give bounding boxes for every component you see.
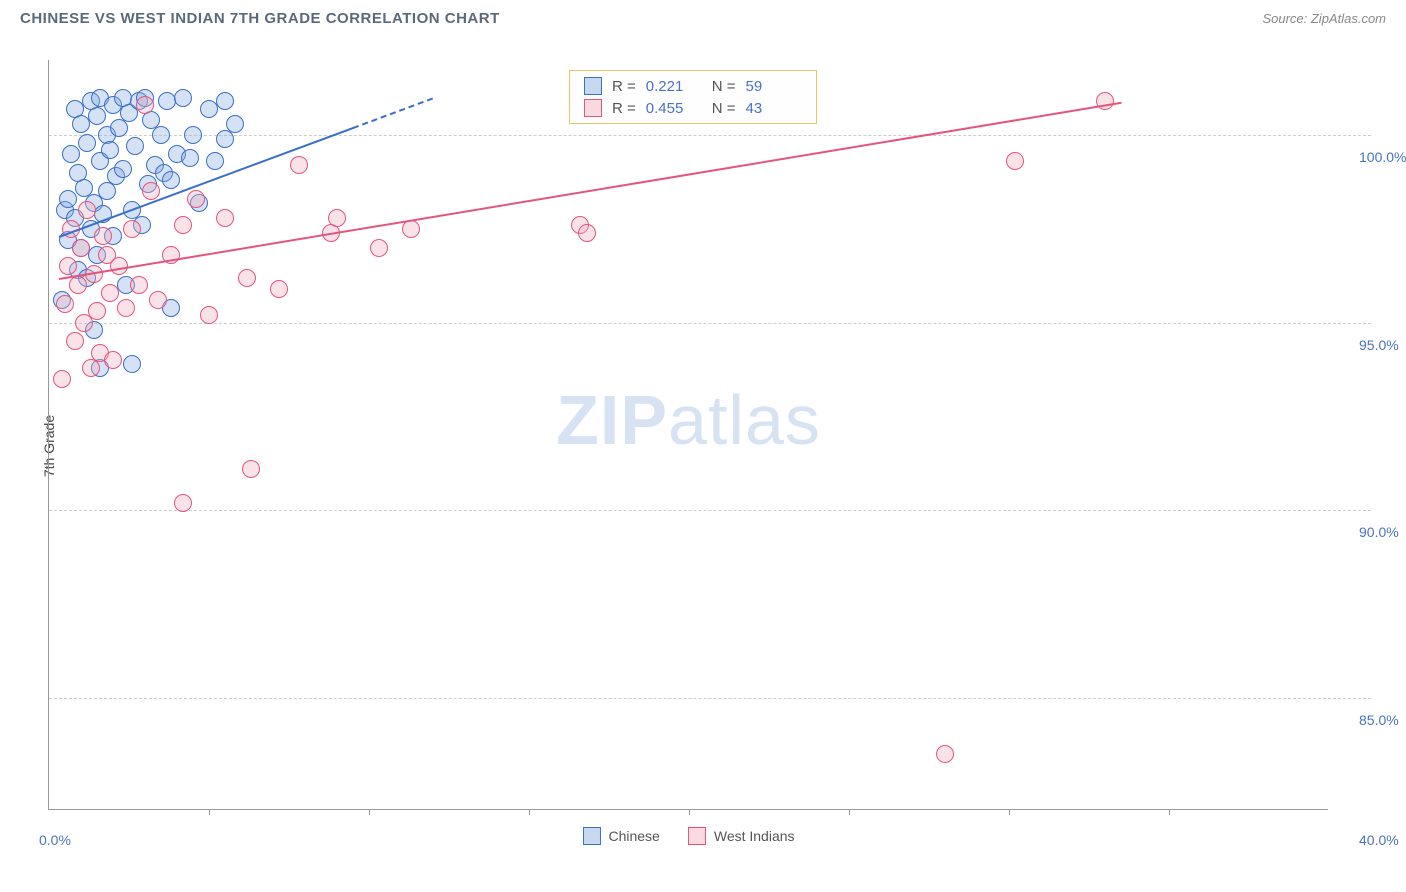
- watermark: ZIPatlas: [556, 380, 821, 460]
- data-point: [104, 351, 122, 369]
- data-point: [72, 239, 90, 257]
- plot-area: ZIPatlas 85.0%90.0%95.0%100.0%0.0%40.0%R…: [48, 60, 1328, 810]
- data-point: [174, 216, 192, 234]
- data-point: [162, 171, 180, 189]
- y-tick-label: 90.0%: [1359, 524, 1399, 540]
- legend-item: West Indians: [688, 827, 795, 845]
- legend-swatch: [584, 77, 602, 95]
- data-point: [69, 276, 87, 294]
- gridline-h: [49, 510, 1371, 511]
- data-point: [242, 460, 260, 478]
- stats-r-value: 0.455: [646, 100, 702, 117]
- stats-legend-box: R = 0.221 N = 59 R = 0.455 N = 43: [569, 70, 817, 124]
- legend-swatch: [582, 827, 600, 845]
- gridline-h: [49, 135, 1371, 136]
- data-point: [88, 302, 106, 320]
- data-point: [114, 160, 132, 178]
- data-point: [226, 115, 244, 133]
- data-point: [136, 96, 154, 114]
- data-point: [1006, 152, 1024, 170]
- stats-r-label: R =: [612, 78, 636, 95]
- data-point: [53, 370, 71, 388]
- data-point: [238, 269, 256, 287]
- x-tick: [1169, 809, 1170, 815]
- data-point: [270, 280, 288, 298]
- stats-n-value: 59: [746, 78, 802, 95]
- data-point: [88, 107, 106, 125]
- chart-area: ZIPatlas 85.0%90.0%95.0%100.0%0.0%40.0%R…: [48, 60, 1328, 810]
- data-point: [130, 276, 148, 294]
- x-tick: [209, 809, 210, 815]
- gridline-h: [49, 323, 1371, 324]
- chart-title: CHINESE VS WEST INDIAN 7TH GRADE CORRELA…: [20, 10, 500, 27]
- data-point: [56, 295, 74, 313]
- data-point: [126, 137, 144, 155]
- data-point: [936, 745, 954, 763]
- data-point: [66, 332, 84, 350]
- data-point: [328, 209, 346, 227]
- data-point: [152, 126, 170, 144]
- data-point: [59, 257, 77, 275]
- data-point: [101, 284, 119, 302]
- data-point: [78, 134, 96, 152]
- data-point: [174, 494, 192, 512]
- x-tick-label: 40.0%: [1359, 832, 1399, 848]
- data-point: [78, 201, 96, 219]
- x-tick-label: 0.0%: [39, 832, 71, 848]
- data-point: [123, 355, 141, 373]
- stats-n-label: N =: [712, 100, 736, 117]
- stats-row: R = 0.221 N = 59: [570, 75, 816, 97]
- data-point: [62, 145, 80, 163]
- x-tick: [529, 809, 530, 815]
- stats-r-label: R =: [612, 100, 636, 117]
- regression-line: [58, 101, 1121, 279]
- stats-r-value: 0.221: [646, 78, 702, 95]
- x-tick: [1009, 809, 1010, 815]
- y-tick-label: 95.0%: [1359, 337, 1399, 353]
- gridline-h: [49, 698, 1371, 699]
- data-point: [174, 89, 192, 107]
- data-point: [370, 239, 388, 257]
- data-point: [181, 149, 199, 167]
- stats-row: R = 0.455 N = 43: [570, 97, 816, 119]
- data-point: [184, 126, 202, 144]
- chart-source: Source: ZipAtlas.com: [1262, 11, 1386, 26]
- data-point: [59, 190, 77, 208]
- data-point: [290, 156, 308, 174]
- header-bar: CHINESE VS WEST INDIAN 7TH GRADE CORRELA…: [0, 0, 1406, 27]
- legend-label: Chinese: [608, 828, 659, 844]
- legend-swatch: [688, 827, 706, 845]
- data-point: [206, 152, 224, 170]
- data-point: [101, 141, 119, 159]
- y-tick-label: 100.0%: [1359, 149, 1406, 165]
- data-point: [117, 299, 135, 317]
- data-point: [216, 92, 234, 110]
- legend-swatch: [584, 99, 602, 117]
- data-point: [216, 209, 234, 227]
- bottom-legend: Chinese West Indians: [582, 827, 794, 845]
- data-point: [200, 306, 218, 324]
- data-point: [149, 291, 167, 309]
- data-point: [187, 190, 205, 208]
- stats-n-value: 43: [746, 100, 802, 117]
- data-point: [94, 227, 112, 245]
- x-tick: [849, 809, 850, 815]
- legend-label: West Indians: [714, 828, 795, 844]
- data-point: [578, 224, 596, 242]
- x-tick: [689, 809, 690, 815]
- data-point: [123, 220, 141, 238]
- y-tick-label: 85.0%: [1359, 712, 1399, 728]
- regression-line: [353, 98, 434, 130]
- stats-n-label: N =: [712, 78, 736, 95]
- legend-item: Chinese: [582, 827, 659, 845]
- x-tick: [369, 809, 370, 815]
- data-point: [1096, 92, 1114, 110]
- data-point: [142, 182, 160, 200]
